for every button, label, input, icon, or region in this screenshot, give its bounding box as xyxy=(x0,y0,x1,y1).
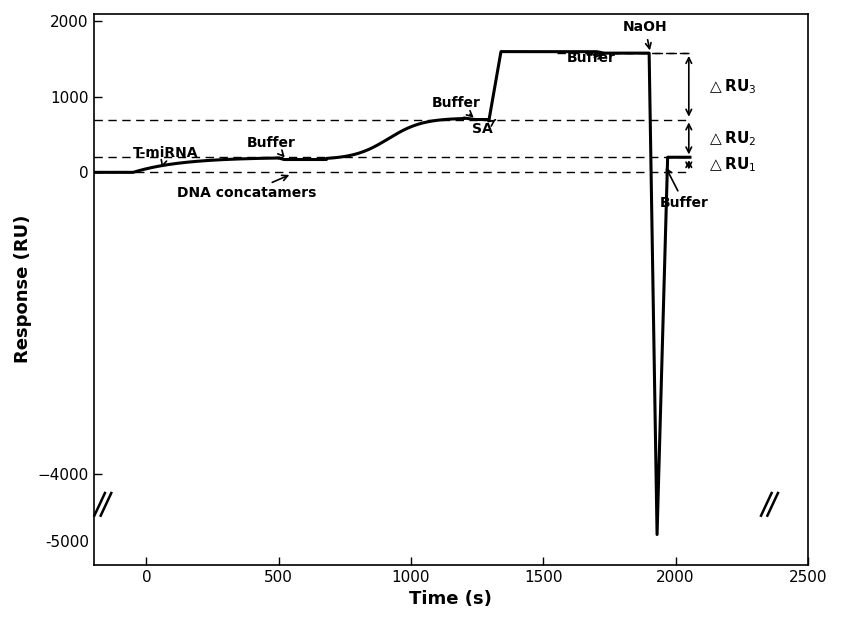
Text: $\triangle$RU$_2$: $\triangle$RU$_2$ xyxy=(707,129,757,148)
Text: $\triangle$RU$_3$: $\triangle$RU$_3$ xyxy=(707,77,757,96)
Text: $\triangle$RU$_1$: $\triangle$RU$_1$ xyxy=(707,156,757,174)
Text: Buffer: Buffer xyxy=(567,51,616,65)
Text: SA: SA xyxy=(472,119,495,136)
Text: Buffer: Buffer xyxy=(432,96,481,116)
Text: DNA concatamers: DNA concatamers xyxy=(177,175,317,200)
Text: -5000: -5000 xyxy=(45,534,90,550)
Text: T-miRNA: T-miRNA xyxy=(133,146,198,166)
Text: NaOH: NaOH xyxy=(622,21,667,49)
Y-axis label: Response (RU): Response (RU) xyxy=(14,215,32,363)
Text: Buffer: Buffer xyxy=(247,136,296,156)
X-axis label: Time (s): Time (s) xyxy=(410,590,492,608)
Text: Buffer: Buffer xyxy=(659,169,709,210)
